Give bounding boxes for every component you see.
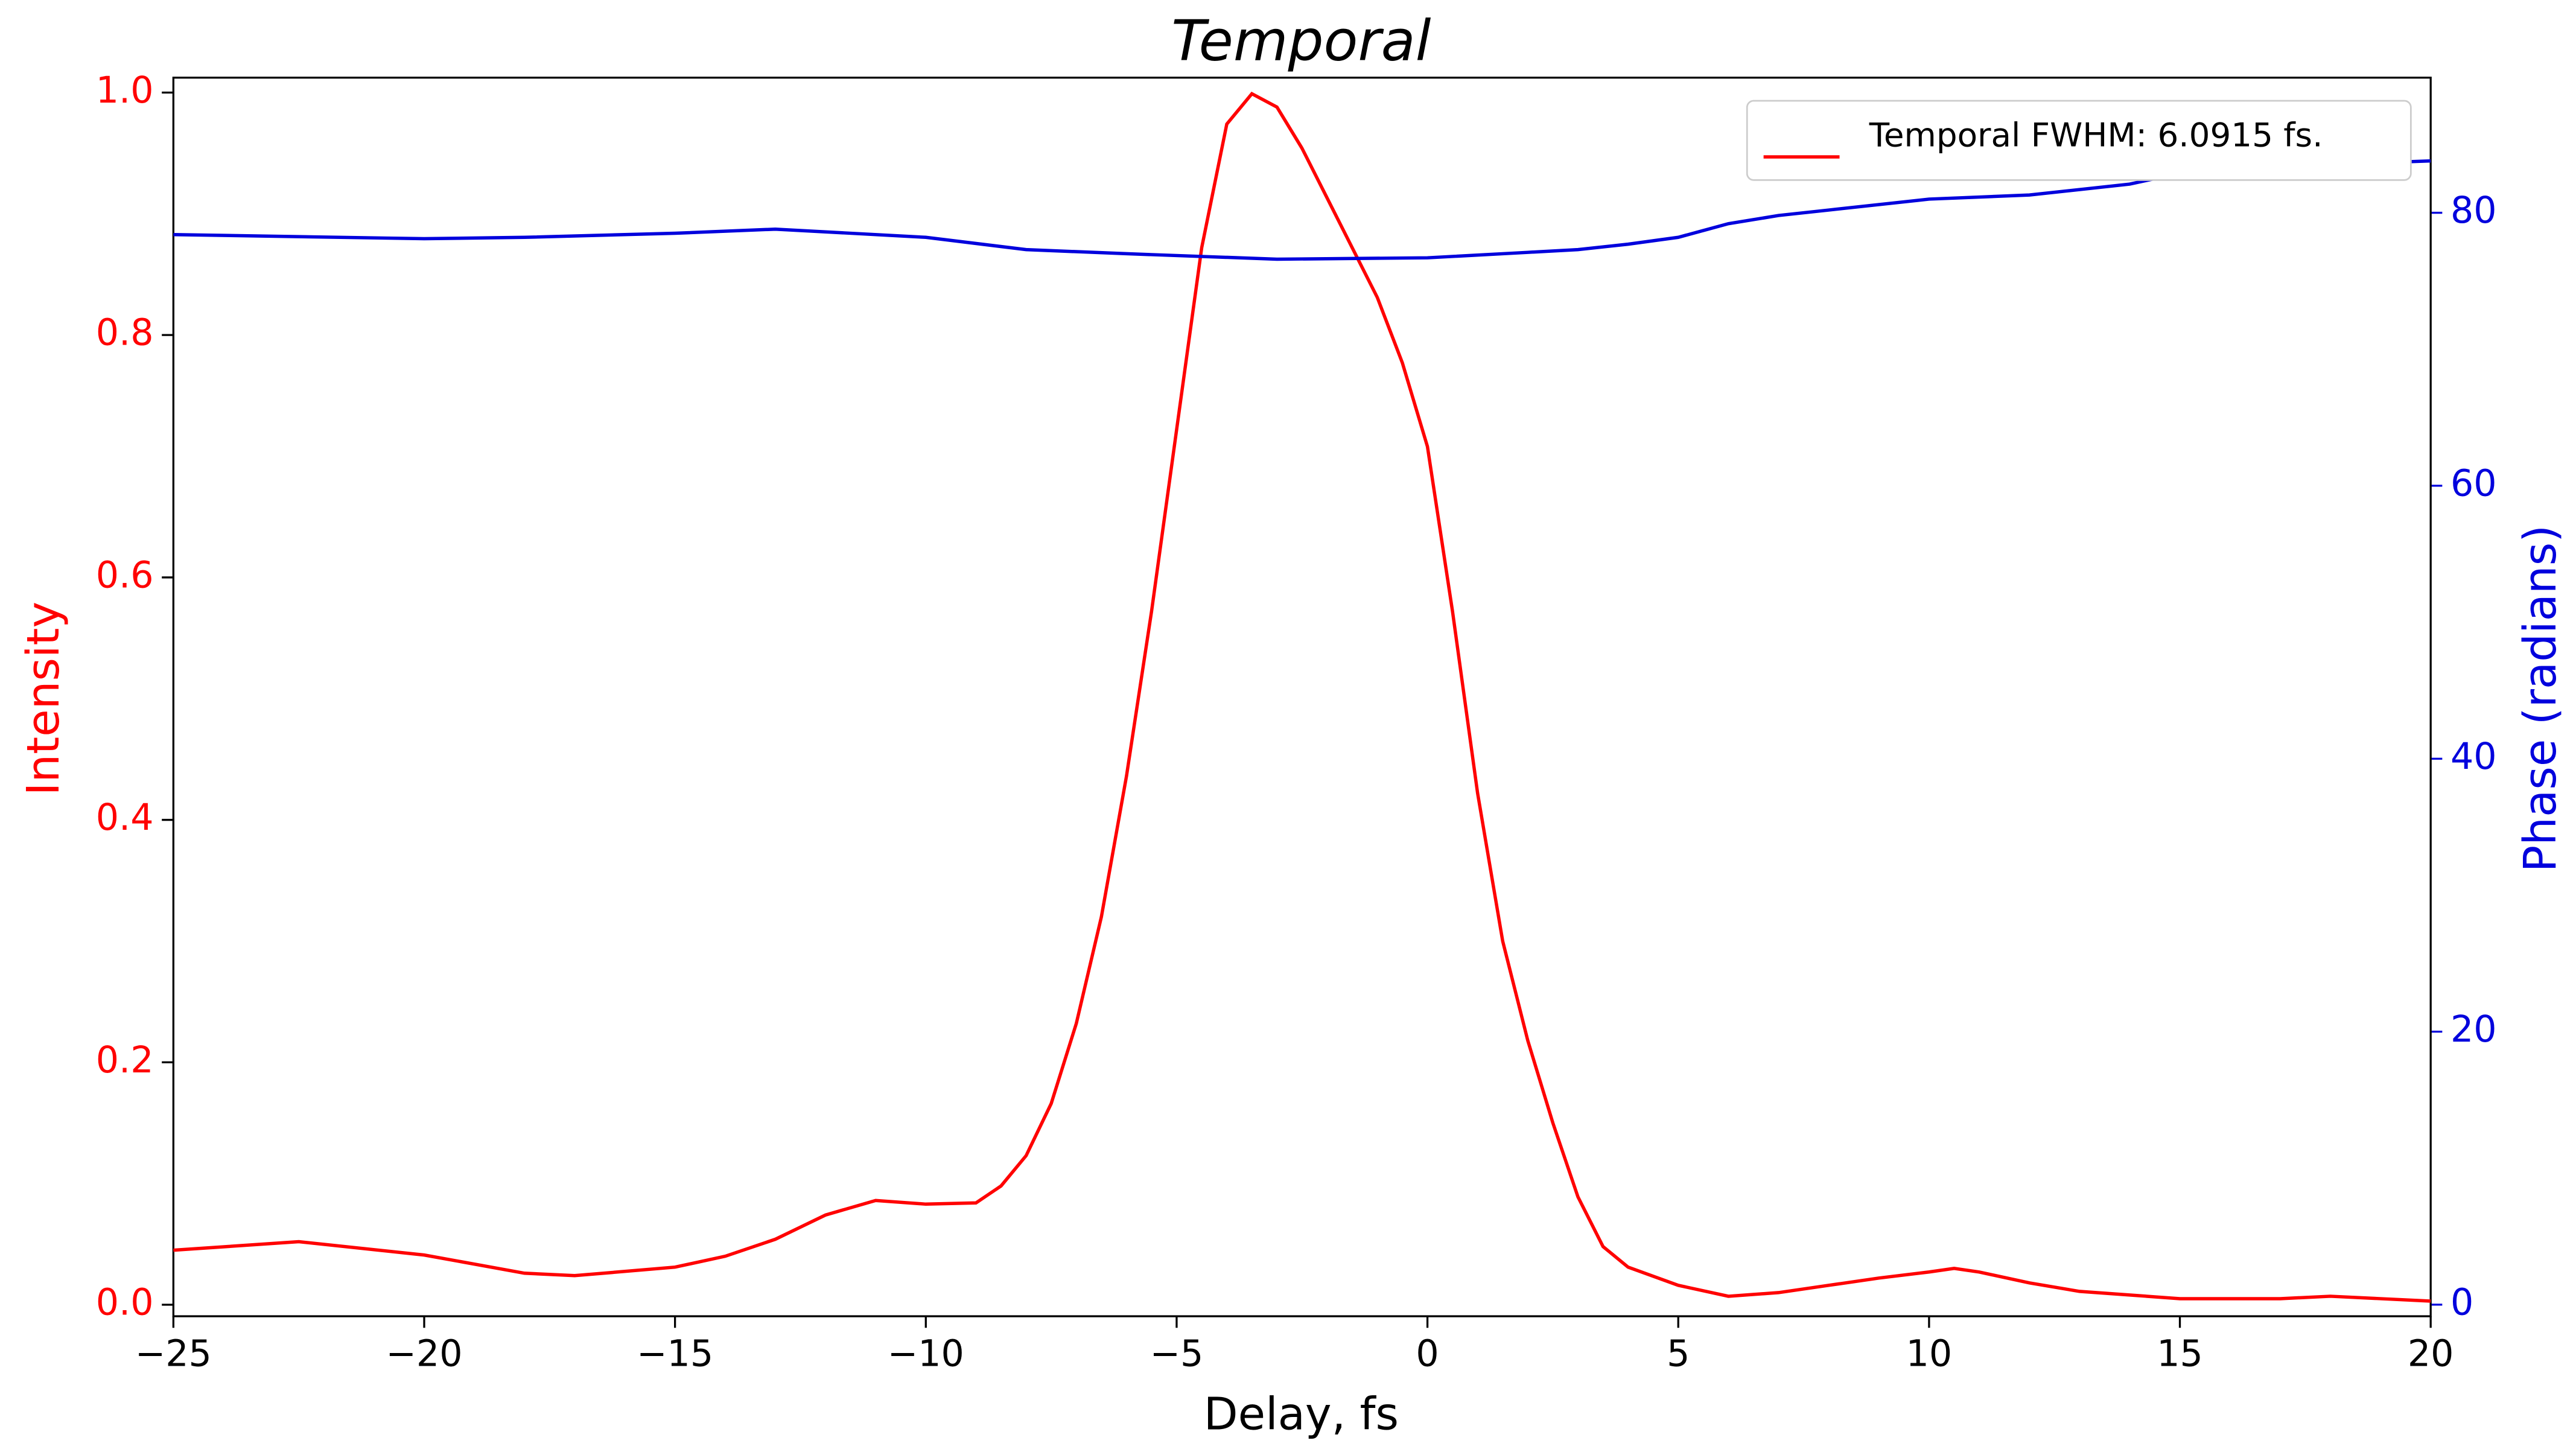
x-tick-label: −10: [888, 1332, 964, 1375]
legend-box: [1746, 100, 2412, 181]
x-tick-label: −20: [386, 1332, 462, 1375]
plot-frame: [172, 77, 2432, 1317]
x-tick-label: 20: [2408, 1332, 2454, 1375]
y-tick-label: 0.4: [96, 797, 154, 839]
y2-tick-label: 0: [2450, 1281, 2473, 1323]
x-tick-label: −15: [637, 1332, 713, 1375]
y-tick-label: 0.6: [96, 554, 154, 596]
y2-axis-label: Phase (radians): [2514, 525, 2566, 872]
y2-tick-label: 60: [2450, 462, 2497, 505]
line-series: [173, 159, 2431, 261]
x-axis-label: Delay, fs: [1204, 1389, 1399, 1441]
y-tick-label: 1.0: [96, 69, 154, 112]
x-tick-label: 0: [1416, 1332, 1439, 1375]
y-tick-label: 0.8: [96, 312, 154, 354]
x-tick-label: 10: [1906, 1332, 1953, 1375]
x-tick-label: 15: [2157, 1332, 2203, 1375]
y-axis-label: Intensity: [17, 602, 69, 796]
line-series: [173, 91, 2431, 1303]
x-tick-label: −5: [1150, 1332, 1204, 1375]
y2-tick-label: 80: [2450, 189, 2497, 232]
y-tick-label: 0.0: [96, 1282, 154, 1324]
y-tick-label: 0.2: [96, 1039, 154, 1081]
chart-title: Temporal: [1171, 8, 1431, 73]
y2-tick-label: 20: [2450, 1008, 2497, 1051]
x-tick-label: −25: [135, 1332, 212, 1375]
y2-tick-label: 40: [2450, 736, 2497, 778]
legend-label: Temporal FWHM: 6.0915 fs.: [1869, 115, 2323, 154]
x-tick-label: 5: [1667, 1332, 1690, 1375]
